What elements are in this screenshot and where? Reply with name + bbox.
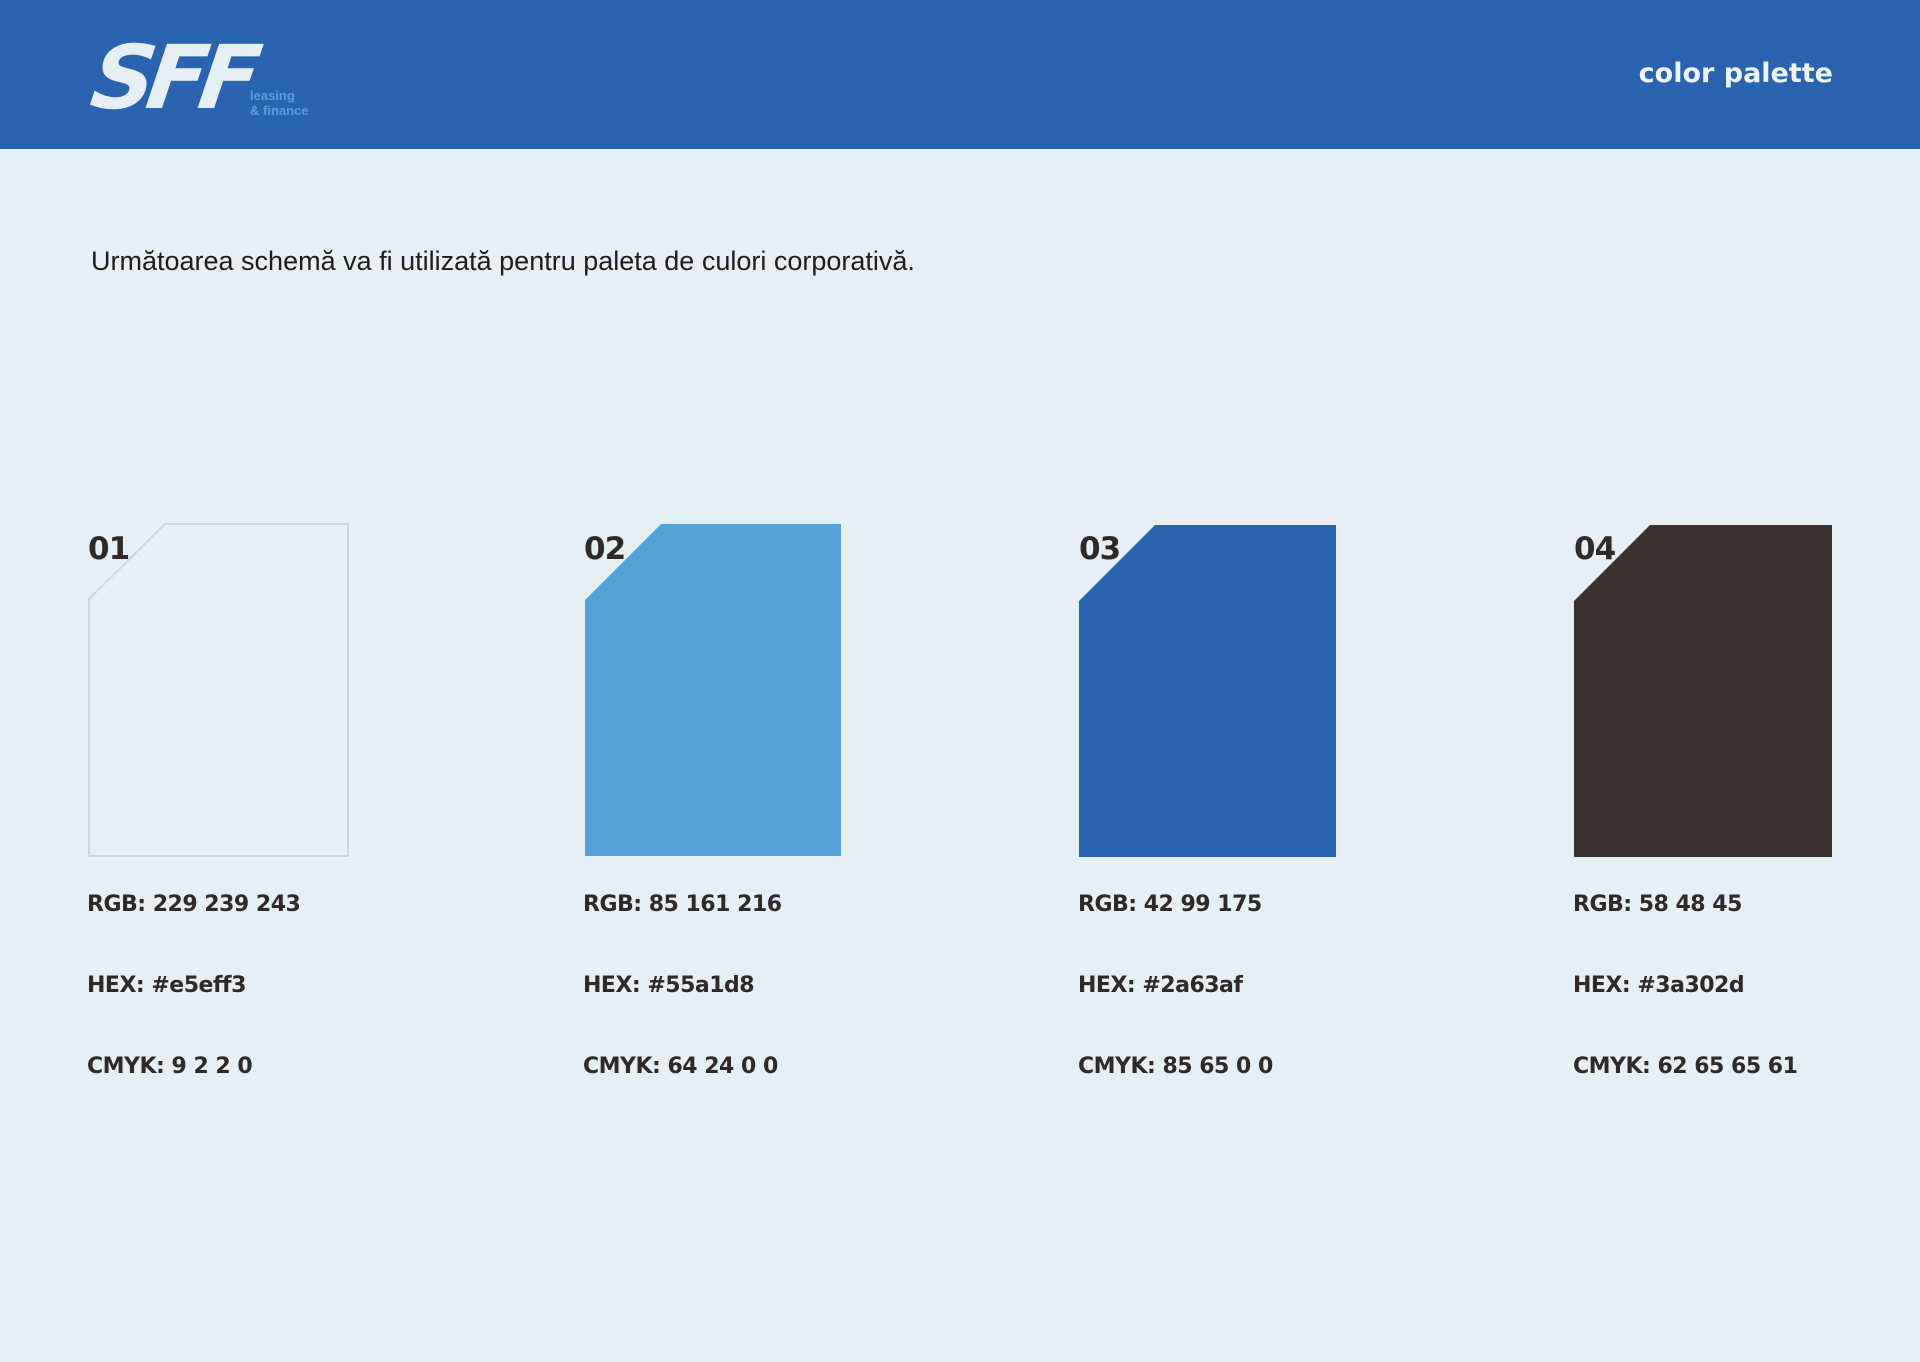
swatch-number-04: 04 xyxy=(1574,531,1616,567)
swatch-light-graphic xyxy=(88,523,349,857)
swatch-number-02: 02 xyxy=(584,531,626,567)
swatch-shape-dark xyxy=(1574,523,1836,857)
swatch-rgb-01: RGB: 229 239 243 xyxy=(87,892,301,917)
swatch-rgb-03: RGB: 42 99 175 xyxy=(1078,892,1262,917)
page-section-title: color palette xyxy=(1638,58,1833,89)
logo-tagline-line-2: & finance xyxy=(250,103,309,118)
swatch-hex-02: HEX: #55a1d8 xyxy=(583,973,755,998)
page-header: SFF leasing & finance color palette xyxy=(0,0,1920,149)
swatch-blue-graphic xyxy=(1079,525,1336,857)
swatch-info-03: RGB: 42 99 175 HEX: #2a63af CMYK: 85 65 … xyxy=(1078,892,1378,1135)
swatch-shape-light-blue xyxy=(584,523,846,857)
swatch-info-04: RGB: 58 48 45 HEX: #3a302d CMYK: 62 65 6… xyxy=(1573,892,1873,1135)
logo-wordmark: SFF xyxy=(85,26,260,129)
color-swatch-04: 04 RGB: 58 48 45 HEX: #3a302d CMYK: 62 6… xyxy=(1573,523,1854,1103)
color-swatch-03: 03 RGB: 42 99 175 HEX: #2a63af CMYK: 85 … xyxy=(1078,523,1359,1103)
intro-text: Următoarea schemă va fi utilizată pentru… xyxy=(91,246,915,276)
swatch-number-01: 01 xyxy=(88,531,130,567)
color-swatch-01: 01 RGB: 229 239 243 HEX: #e5eff3 CMYK: 9… xyxy=(87,523,368,1103)
swatch-cmyk-03: CMYK: 85 65 0 0 xyxy=(1078,1054,1273,1079)
swatch-shape-light xyxy=(88,523,350,857)
swatch-rgb-02: RGB: 85 161 216 xyxy=(583,892,782,917)
swatch-rgb-04: RGB: 58 48 45 xyxy=(1573,892,1742,917)
swatch-shape-blue xyxy=(1079,523,1341,857)
swatch-cmyk-04: CMYK: 62 65 65 61 xyxy=(1573,1054,1798,1079)
swatch-info-01: RGB: 229 239 243 HEX: #e5eff3 CMYK: 9 2 … xyxy=(87,892,387,1135)
swatch-hex-04: HEX: #3a302d xyxy=(1573,973,1745,998)
swatch-info-02: RGB: 85 161 216 HEX: #55a1d8 CMYK: 64 24… xyxy=(583,892,883,1135)
swatch-number-03: 03 xyxy=(1079,531,1121,567)
logo-tagline-line-1: leasing xyxy=(250,88,295,103)
swatch-light-blue-graphic xyxy=(585,524,841,856)
logo-tagline: leasing & finance xyxy=(250,88,340,118)
sff-logo: SFF leasing & finance xyxy=(85,26,326,129)
swatch-hex-01: HEX: #e5eff3 xyxy=(87,973,246,998)
swatch-dark-graphic xyxy=(1574,525,1832,857)
swatch-hex-03: HEX: #2a63af xyxy=(1078,973,1243,998)
swatch-cmyk-01: CMYK: 9 2 2 0 xyxy=(87,1054,253,1079)
color-swatch-02: 02 RGB: 85 161 216 HEX: #55a1d8 CMYK: 64… xyxy=(583,523,864,1103)
swatch-cmyk-02: CMYK: 64 24 0 0 xyxy=(583,1054,778,1079)
